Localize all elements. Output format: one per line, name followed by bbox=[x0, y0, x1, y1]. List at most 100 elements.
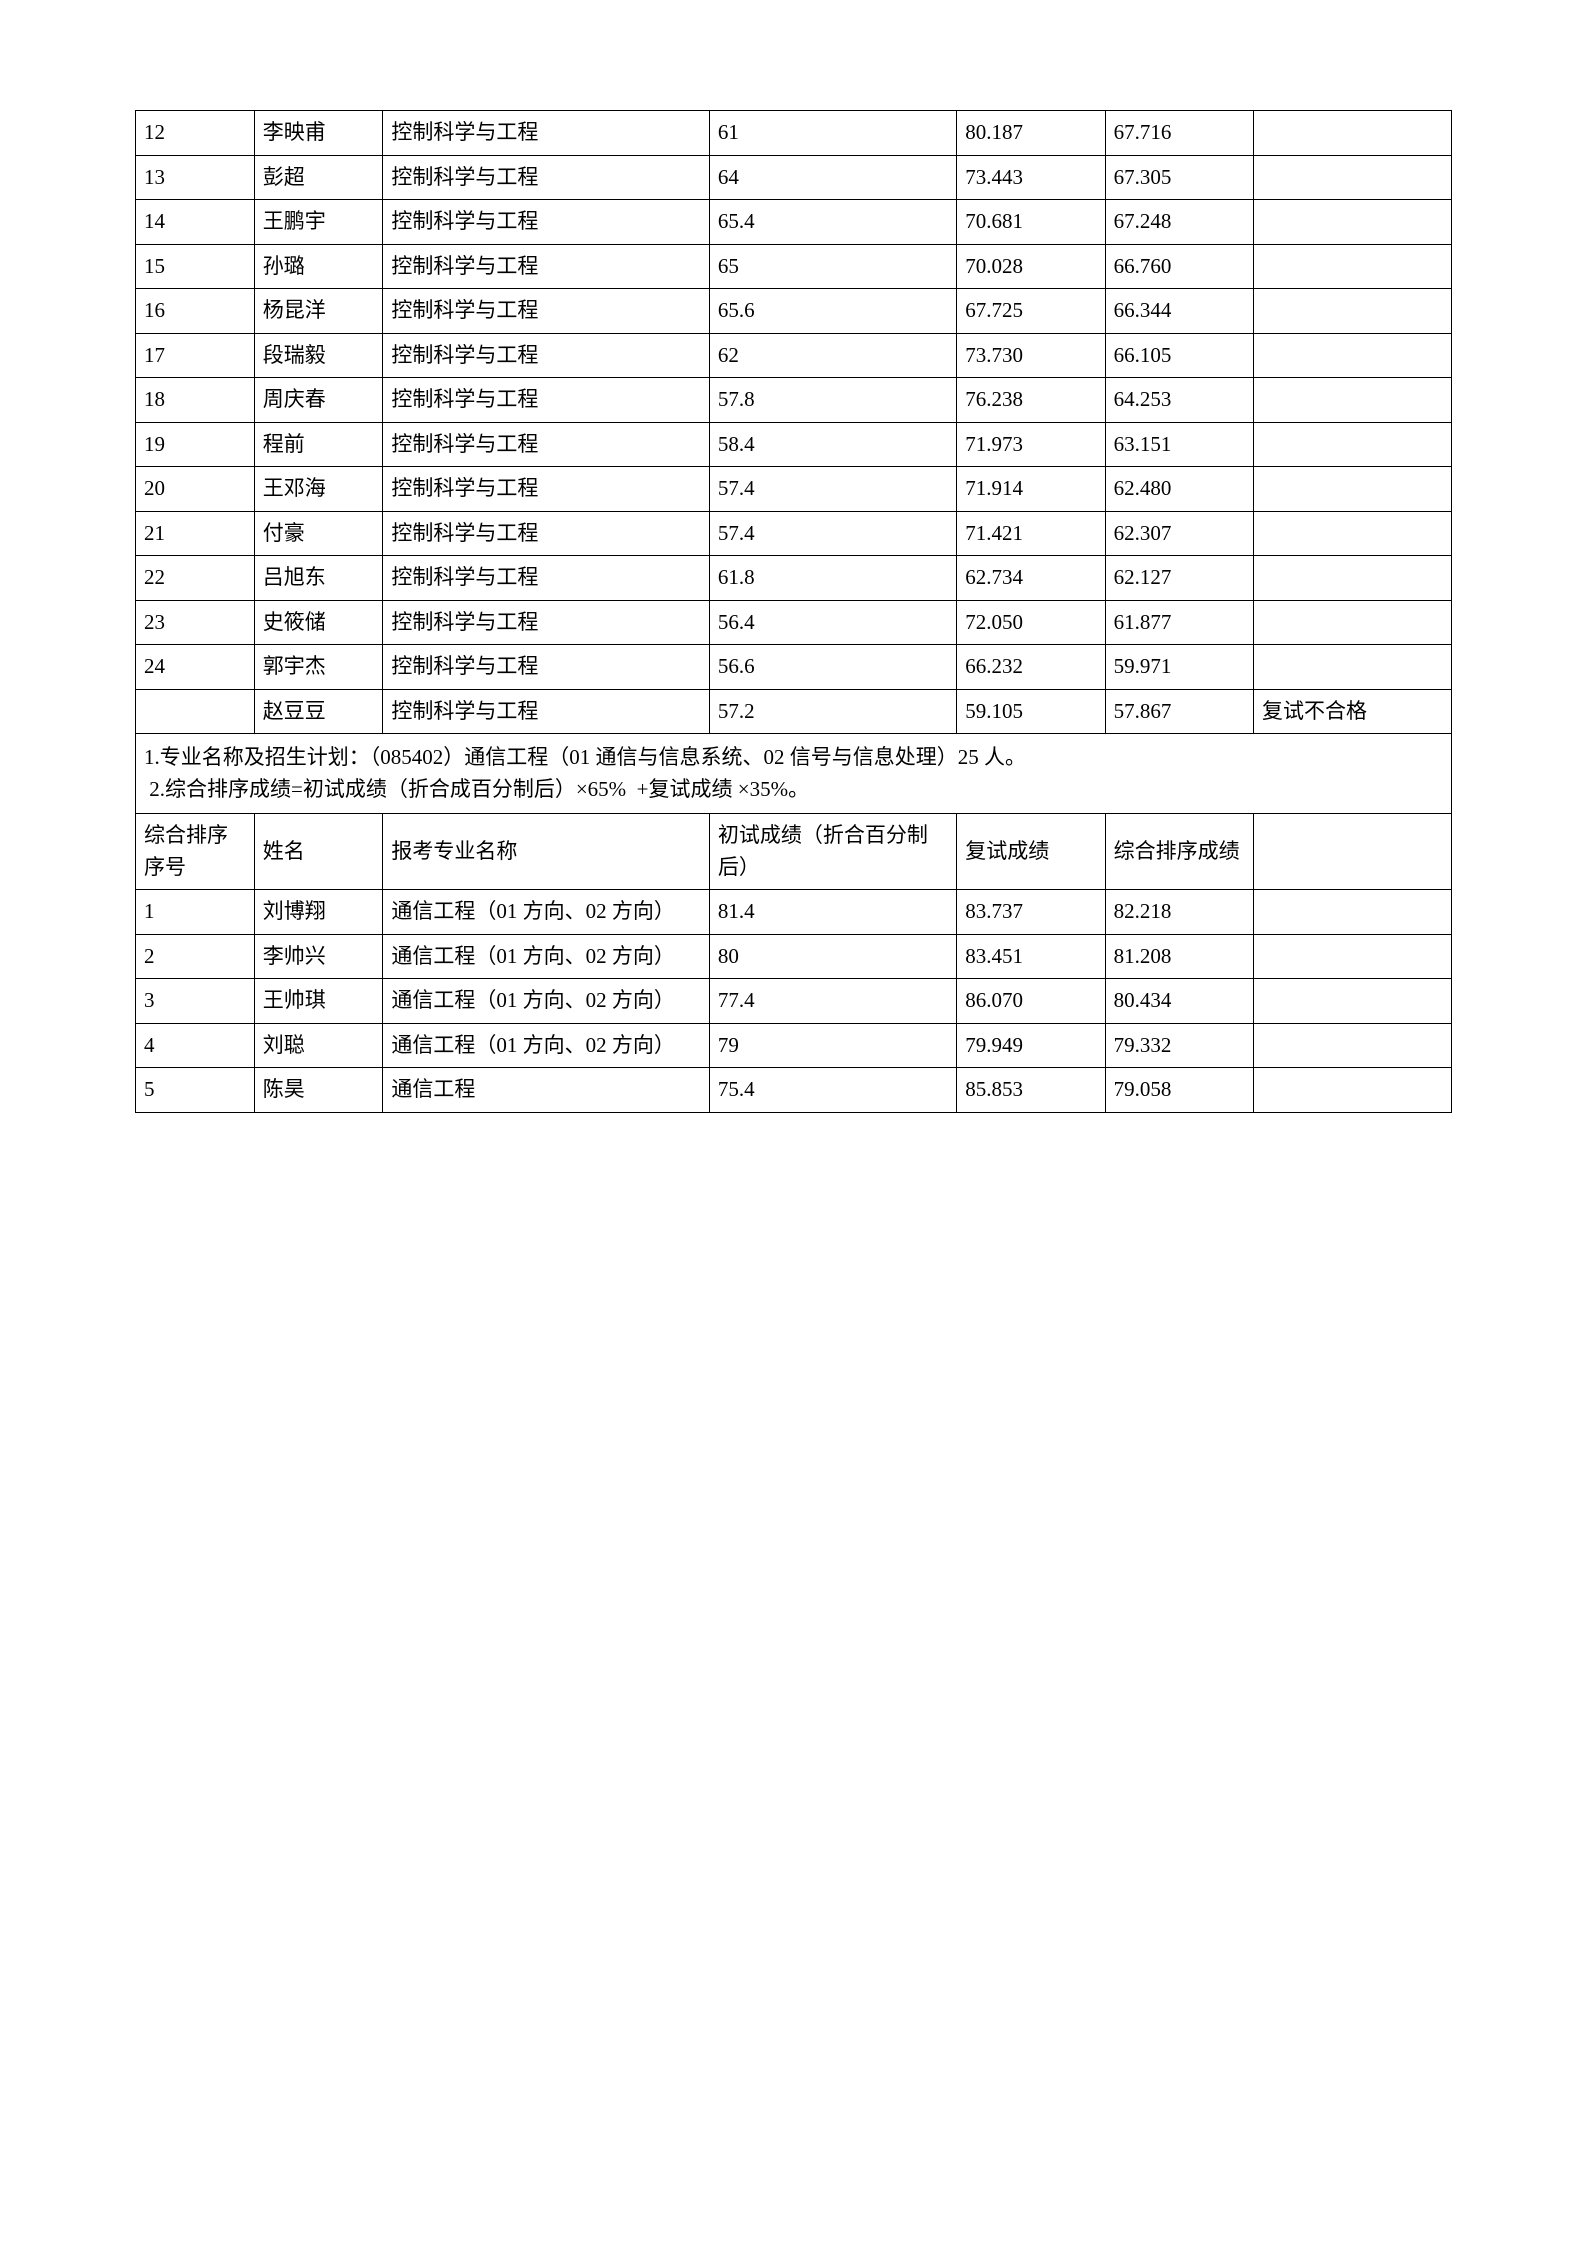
row-total-score: 67.305 bbox=[1105, 155, 1253, 200]
row-name: 郭宇杰 bbox=[254, 645, 383, 690]
row-total-score: 62.127 bbox=[1105, 556, 1253, 601]
row-initial-score: 57.8 bbox=[709, 378, 956, 423]
row-total-score: 67.716 bbox=[1105, 111, 1253, 156]
row-name: 刘博翔 bbox=[254, 890, 383, 935]
row-name: 段瑞毅 bbox=[254, 333, 383, 378]
row-initial-score: 75.4 bbox=[709, 1068, 956, 1113]
row-retest-score: 71.421 bbox=[957, 511, 1105, 556]
row-major: 控制科学与工程 bbox=[383, 244, 710, 289]
row-note bbox=[1254, 511, 1452, 556]
row-name: 史筱储 bbox=[254, 600, 383, 645]
row-major: 通信工程（01 方向、02 方向） bbox=[383, 890, 710, 935]
table-row: 5陈昊通信工程75.485.85379.058 bbox=[136, 1068, 1452, 1113]
row-major: 控制科学与工程 bbox=[383, 511, 710, 556]
row-major: 通信工程（01 方向、02 方向） bbox=[383, 1023, 710, 1068]
table-row: 3王帅琪通信工程（01 方向、02 方向）77.486.07080.434 bbox=[136, 979, 1452, 1024]
row-retest-score: 85.853 bbox=[957, 1068, 1105, 1113]
row-index: 5 bbox=[136, 1068, 255, 1113]
row-note bbox=[1254, 467, 1452, 512]
table-row: 18周庆春控制科学与工程57.876.23864.253 bbox=[136, 378, 1452, 423]
header-total-score: 综合排序成绩 bbox=[1105, 814, 1253, 890]
section2-header-row: 综合排序序号姓名报考专业名称初试成绩（折合百分制后）复试成绩综合排序成绩 bbox=[136, 814, 1452, 890]
row-name: 吕旭东 bbox=[254, 556, 383, 601]
row-initial-score: 57.2 bbox=[709, 689, 956, 734]
table-row: 22吕旭东控制科学与工程61.862.73462.127 bbox=[136, 556, 1452, 601]
table-row: 2李帅兴通信工程（01 方向、02 方向）8083.45181.208 bbox=[136, 934, 1452, 979]
row-total-score: 79.058 bbox=[1105, 1068, 1253, 1113]
row-initial-score: 77.4 bbox=[709, 979, 956, 1024]
row-initial-score: 80 bbox=[709, 934, 956, 979]
row-initial-score: 65.4 bbox=[709, 200, 956, 245]
row-initial-score: 81.4 bbox=[709, 890, 956, 935]
row-retest-score: 62.734 bbox=[957, 556, 1105, 601]
row-note bbox=[1254, 200, 1452, 245]
row-name: 彭超 bbox=[254, 155, 383, 200]
table-row: 20王邓海控制科学与工程57.471.91462.480 bbox=[136, 467, 1452, 512]
row-index: 2 bbox=[136, 934, 255, 979]
row-major: 通信工程（01 方向、02 方向） bbox=[383, 934, 710, 979]
row-note bbox=[1254, 1023, 1452, 1068]
row-retest-score: 59.105 bbox=[957, 689, 1105, 734]
row-note bbox=[1254, 289, 1452, 334]
header-major: 报考专业名称 bbox=[383, 814, 710, 890]
table-row: 赵豆豆控制科学与工程57.259.10557.867复试不合格 bbox=[136, 689, 1452, 734]
row-total-score: 67.248 bbox=[1105, 200, 1253, 245]
row-total-score: 79.332 bbox=[1105, 1023, 1253, 1068]
row-note bbox=[1254, 244, 1452, 289]
row-note bbox=[1254, 333, 1452, 378]
row-initial-score: 56.6 bbox=[709, 645, 956, 690]
table-row: 16杨昆洋控制科学与工程65.667.72566.344 bbox=[136, 289, 1452, 334]
row-initial-score: 61 bbox=[709, 111, 956, 156]
row-total-score: 64.253 bbox=[1105, 378, 1253, 423]
row-index: 13 bbox=[136, 155, 255, 200]
row-note bbox=[1254, 556, 1452, 601]
row-major: 控制科学与工程 bbox=[383, 422, 710, 467]
row-note: 复试不合格 bbox=[1254, 689, 1452, 734]
row-note bbox=[1254, 645, 1452, 690]
results-table: 12李映甫控制科学与工程6180.18767.71613彭超控制科学与工程647… bbox=[135, 110, 1452, 1113]
table-row: 14王鹏宇控制科学与工程65.470.68167.248 bbox=[136, 200, 1452, 245]
row-name: 赵豆豆 bbox=[254, 689, 383, 734]
row-name: 王鹏宇 bbox=[254, 200, 383, 245]
row-name: 陈昊 bbox=[254, 1068, 383, 1113]
header-note bbox=[1254, 814, 1452, 890]
row-retest-score: 71.914 bbox=[957, 467, 1105, 512]
row-total-score: 81.208 bbox=[1105, 934, 1253, 979]
row-initial-score: 58.4 bbox=[709, 422, 956, 467]
row-major: 控制科学与工程 bbox=[383, 333, 710, 378]
row-name: 李帅兴 bbox=[254, 934, 383, 979]
row-total-score: 59.971 bbox=[1105, 645, 1253, 690]
row-major: 控制科学与工程 bbox=[383, 289, 710, 334]
row-major: 控制科学与工程 bbox=[383, 378, 710, 423]
row-note bbox=[1254, 111, 1452, 156]
table-row: 1刘博翔通信工程（01 方向、02 方向）81.483.73782.218 bbox=[136, 890, 1452, 935]
row-retest-score: 80.187 bbox=[957, 111, 1105, 156]
section-divider-row: 1.专业名称及招生计划：（085402）通信工程（01 通信与信息系统、02 信… bbox=[136, 734, 1452, 814]
row-index bbox=[136, 689, 255, 734]
header-index: 综合排序序号 bbox=[136, 814, 255, 890]
row-index: 24 bbox=[136, 645, 255, 690]
header-name: 姓名 bbox=[254, 814, 383, 890]
row-note bbox=[1254, 422, 1452, 467]
table-body: 12李映甫控制科学与工程6180.18767.71613彭超控制科学与工程647… bbox=[136, 111, 1452, 1113]
row-retest-score: 67.725 bbox=[957, 289, 1105, 334]
row-total-score: 66.760 bbox=[1105, 244, 1253, 289]
row-name: 刘聪 bbox=[254, 1023, 383, 1068]
row-index: 18 bbox=[136, 378, 255, 423]
row-initial-score: 57.4 bbox=[709, 511, 956, 556]
row-note bbox=[1254, 890, 1452, 935]
row-major: 通信工程 bbox=[383, 1068, 710, 1113]
row-retest-score: 86.070 bbox=[957, 979, 1105, 1024]
row-total-score: 82.218 bbox=[1105, 890, 1253, 935]
row-total-score: 62.307 bbox=[1105, 511, 1253, 556]
row-name: 王邓海 bbox=[254, 467, 383, 512]
row-major: 控制科学与工程 bbox=[383, 111, 710, 156]
row-retest-score: 66.232 bbox=[957, 645, 1105, 690]
row-note bbox=[1254, 979, 1452, 1024]
table-row: 15孙璐控制科学与工程6570.02866.760 bbox=[136, 244, 1452, 289]
row-retest-score: 70.681 bbox=[957, 200, 1105, 245]
row-retest-score: 73.730 bbox=[957, 333, 1105, 378]
row-index: 19 bbox=[136, 422, 255, 467]
row-name: 王帅琪 bbox=[254, 979, 383, 1024]
row-initial-score: 65.6 bbox=[709, 289, 956, 334]
